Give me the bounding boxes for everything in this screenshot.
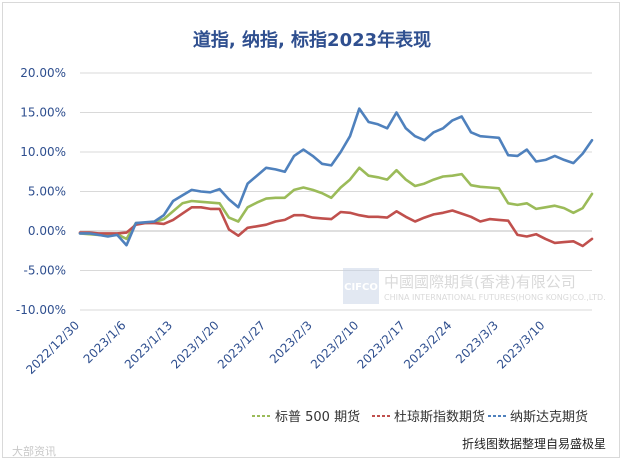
x-axis: 2022/12/302023/1/62023/1/132023/1/202023… — [23, 318, 547, 377]
x-tick-label: 2023/1/20 — [168, 318, 221, 371]
y-tick-label: -5.00% — [24, 264, 66, 278]
source-logo: 大部资讯 — [12, 444, 56, 458]
chart-title: 道指, 纳指, 标指2023年表现 — [193, 29, 431, 51]
y-tick-label: 20.00% — [20, 66, 66, 80]
y-tick-label: 10.00% — [20, 145, 66, 159]
x-tick-label: 2023/2/17 — [355, 318, 408, 371]
y-tick-label: 15.00% — [20, 106, 66, 120]
watermark-logo-box — [343, 268, 379, 304]
y-tick-label: 0.00% — [28, 224, 66, 238]
series-line-nasdaq — [78, 107, 594, 247]
x-tick-label: 2023/1/27 — [215, 318, 268, 371]
x-tick-label: 2023/3/3 — [453, 318, 501, 366]
legend: 标普 500 期货 杜琼斯指数期货 纳斯达克期货 — [252, 409, 588, 425]
legend-label-dow: 杜琼斯指数期货 — [394, 409, 485, 425]
footer-note: 折线图数据整理自易盛极星 — [462, 436, 606, 451]
x-tick-label: 2023/2/3 — [267, 318, 315, 366]
watermark: CIFCO 中國國際期貨(香港)有限公司 CHINA INTERNATIONAL… — [343, 268, 606, 304]
series-layer — [78, 107, 594, 248]
x-tick-label: 2022/12/30 — [23, 318, 82, 377]
watermark-logo: CIFCO — [344, 282, 378, 293]
y-tick-label: 5.00% — [28, 185, 66, 199]
x-tick-label: 2023/3/10 — [494, 318, 547, 371]
series-line-sp500 — [78, 166, 594, 241]
series-line-dow — [78, 206, 594, 248]
watermark-en: CHINA INTERNATIONAL FUTURES(HONG KONG)CO… — [384, 293, 606, 302]
y-tick-label: -10.00% — [16, 303, 66, 317]
chart-frame — [2, 2, 620, 458]
x-tick-label: 2023/2/24 — [401, 318, 454, 371]
x-tick-label: 2023/1/13 — [122, 318, 175, 371]
y-axis: 20.00% 15.00% 10.00% 5.00% 0.00% -5.00% -10.00… — [16, 66, 66, 317]
legend-label-nasdaq: 纳斯达克期货 — [510, 409, 588, 425]
x-tick-label: 2023/2/10 — [308, 318, 361, 371]
watermark-cn: 中國國際期貨(香港)有限公司 — [384, 273, 576, 291]
legend-label-sp500: 标普 500 期货 — [275, 409, 360, 425]
x-tick-label: 2023/1/6 — [81, 318, 129, 366]
